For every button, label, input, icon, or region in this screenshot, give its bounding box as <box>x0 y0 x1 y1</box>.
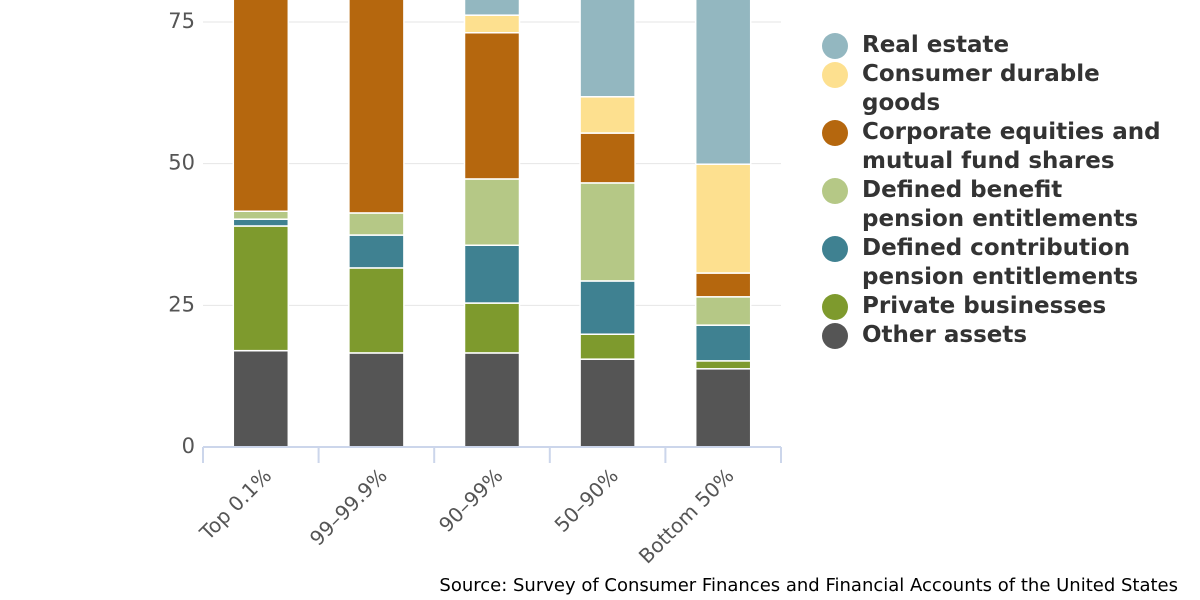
bar-segment <box>579 0 636 98</box>
legend-item[interactable]: Corporate equities and mutual fund share… <box>822 118 1172 176</box>
source-note: Source: Survey of Consumer Finances and … <box>439 575 1178 596</box>
bar-segment <box>694 324 752 362</box>
legend-item[interactable]: Consumer durable goods <box>822 60 1172 118</box>
bar-segment <box>463 0 521 16</box>
legend-label: Real estate <box>862 32 1010 58</box>
legend-swatch <box>822 294 848 320</box>
bar-segment <box>694 272 752 298</box>
legend-label: Corporate equities and mutual fund share… <box>862 119 1161 174</box>
legend-label: Defined contribution pension entitlement… <box>862 235 1139 290</box>
bar-segment <box>579 132 636 184</box>
bar-segment <box>463 302 521 354</box>
x-tick-label: 90–99% <box>434 463 507 536</box>
bar-segment <box>694 163 752 274</box>
legend-label: Defined benefit pension entitlements <box>862 177 1139 232</box>
bar-segment <box>579 333 636 360</box>
x-tick-label: 50–90% <box>550 463 623 536</box>
legend-item[interactable]: Other assets <box>822 321 1172 350</box>
bar-segment <box>463 352 521 448</box>
y-tick-label: 50 <box>168 151 195 175</box>
legend-swatch <box>822 236 848 262</box>
legend-swatch <box>822 62 848 88</box>
legend-item[interactable]: Defined benefit pension entitlements <box>822 176 1172 234</box>
legend-swatch <box>822 120 848 146</box>
y-tick-label: 0 <box>182 434 195 458</box>
bar-segment <box>348 0 405 214</box>
bar-segment <box>348 352 405 448</box>
bar-segment <box>694 296 752 326</box>
legend-label: Consumer durable goods <box>862 61 1100 116</box>
legend-swatch <box>822 33 848 59</box>
bar-segment <box>232 218 290 227</box>
bar-segment <box>694 0 752 165</box>
bar-segment <box>579 96 636 134</box>
x-tick-label: Bottom 50% <box>634 463 739 568</box>
legend-label: Private businesses <box>862 293 1107 319</box>
bar-segment <box>579 280 636 335</box>
bar-segment <box>232 225 290 352</box>
legend-item[interactable]: Real estate <box>822 31 1172 60</box>
legend-item[interactable]: Private businesses <box>822 292 1172 321</box>
bar-segment <box>579 182 636 282</box>
bar-segment <box>348 234 405 269</box>
bar-segment <box>348 267 405 354</box>
bar-segment <box>463 244 521 304</box>
bar-segment <box>694 368 752 448</box>
x-tick-label: 99–99.9% <box>305 463 392 550</box>
bar-segment <box>463 14 521 34</box>
bar-segment <box>232 349 290 448</box>
legend: Real estate Consumer durable goods Corpora… <box>822 31 1172 350</box>
bar-segment <box>348 212 405 236</box>
x-tick-label: Top 0.1% <box>194 463 276 545</box>
bar-segment <box>463 31 521 180</box>
bar-segment <box>694 360 752 370</box>
bar-segment <box>463 178 521 247</box>
legend-label: Other assets <box>862 322 1028 348</box>
legend-item[interactable]: Defined contribution pension entitlement… <box>822 234 1172 292</box>
bar-segment <box>232 0 290 213</box>
legend-swatch <box>822 323 848 349</box>
bar-segment <box>232 210 290 220</box>
y-tick-label: 75 <box>168 9 195 33</box>
y-tick-label: 25 <box>168 292 195 316</box>
bar-segment <box>579 358 636 448</box>
legend-swatch <box>822 178 848 204</box>
